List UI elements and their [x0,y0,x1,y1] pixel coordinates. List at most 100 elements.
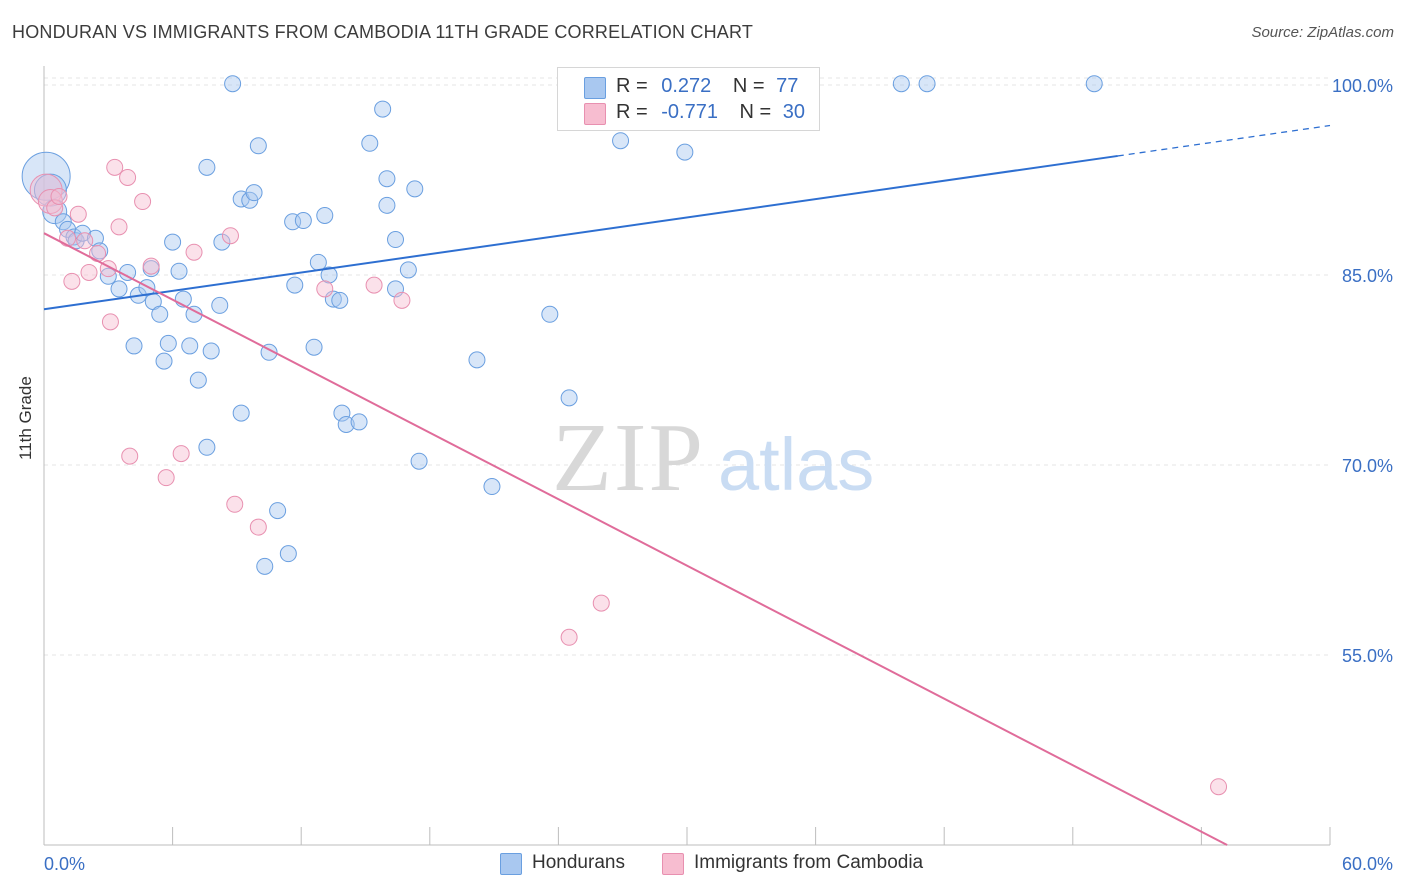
point-honduran [125,337,143,355]
point-cambodia [221,227,239,245]
point-honduran [170,262,188,280]
watermark: ZIP atlas [552,404,874,512]
point-honduran [245,184,263,202]
point-cambodia [63,272,81,290]
point-honduran [294,212,312,230]
point-honduran [198,438,216,456]
point-honduran [181,337,199,355]
point-honduran [399,261,417,279]
point-honduran [224,75,242,93]
point-honduran [612,132,630,150]
point-honduran [155,352,173,370]
legend-n-label: N = [739,101,772,123]
trend-lines [43,124,1331,846]
point-honduran [892,75,910,93]
point-cambodia [121,447,139,465]
point-cambodia [185,243,203,261]
point-honduran [1085,75,1103,93]
point-honduran [269,502,287,520]
chart-title: HONDURAN VS IMMIGRANTS FROM CAMBODIA 11T… [12,22,754,42]
grid-lines [44,77,1330,656]
trend-line-cambodia [43,232,1228,846]
legend-swatch-pink [584,103,606,125]
point-cambodia [46,199,64,217]
point-honduran [560,389,578,407]
point-cambodia [249,518,267,536]
legend-r-value: 0.272 [661,75,712,97]
legend-r-value: -0.771 [661,101,718,123]
x-tick-label-min: 0.0% [44,854,85,874]
legend-n-value: 30 [782,101,806,123]
point-cambodia [119,168,137,186]
y-tick-label: 70.0% [1342,456,1393,476]
point-honduran [256,557,274,575]
point-honduran [33,173,67,207]
point-honduran [211,296,229,314]
point-honduran [110,280,128,298]
point-cambodia [157,469,175,487]
point-honduran [279,545,297,563]
trend-line-hondurans [43,154,1118,311]
point-honduran [410,452,428,470]
point-honduran [309,253,327,271]
point-cambodia [50,187,68,205]
legend-r-label: R = [616,75,648,97]
point-honduran [316,206,334,224]
point-cambodia [592,594,610,612]
point-honduran [378,170,396,188]
point-cambodia [172,445,190,463]
legend-n-value: 77 [776,75,799,97]
point-cambodia [226,495,244,513]
point-cambodia [134,193,152,211]
point-honduran [232,404,250,422]
point-cambodia [316,280,334,298]
point-cambodia [365,276,383,294]
point-honduran [286,276,304,294]
point-cambodia [69,205,87,223]
y-tick-label: 55.0% [1342,646,1393,666]
y-tick-label: 100.0% [1332,76,1393,96]
point-honduran [333,404,351,422]
legend-swatch-blue [584,77,606,99]
point-cambodia [101,313,119,331]
point-cambodia [560,628,578,646]
bottom-legend-swatch-pink [662,853,684,875]
point-honduran [202,342,220,360]
point-honduran [378,196,396,214]
point-honduran [541,305,559,323]
bottom-legend-label: Hondurans [532,852,625,873]
tick-labels: 100.0% 85.0% 70.0% 55.0% 0.0% 60.0% [44,76,1393,874]
source-label: Source: ZipAtlas.com [1251,24,1394,41]
trend-line-hondurans-extension [1117,124,1331,157]
point-honduran [164,233,182,251]
legend-n-label: N = [732,75,765,97]
point-cambodia [110,218,128,236]
point-honduran [284,213,302,231]
point-cambodia [76,232,94,250]
point-honduran [159,334,177,352]
point-honduran [331,291,349,309]
point-honduran [249,137,267,155]
point-honduran [91,242,109,260]
point-honduran [320,266,338,284]
legend-r-label: R = [616,101,648,123]
point-honduran [151,305,169,323]
bottom-legend-label: Immigrants from Cambodia [694,852,924,873]
point-cambodia [59,229,77,247]
point-honduran [374,100,392,118]
point-cambodia [1210,778,1228,796]
axes [43,66,1331,846]
watermark-atlas: atlas [718,423,874,506]
point-honduran [305,338,323,356]
point-honduran [468,351,486,369]
point-honduran [350,413,368,431]
legend-box: R = 0.272 N = 77 R = -0.771 N = 30 [557,67,820,131]
point-honduran [337,415,355,433]
point-honduran [189,371,207,389]
point-honduran [918,75,936,93]
point-honduran [361,134,379,152]
point-honduran [198,158,216,176]
point-honduran [406,180,424,198]
point-honduran [387,231,405,249]
